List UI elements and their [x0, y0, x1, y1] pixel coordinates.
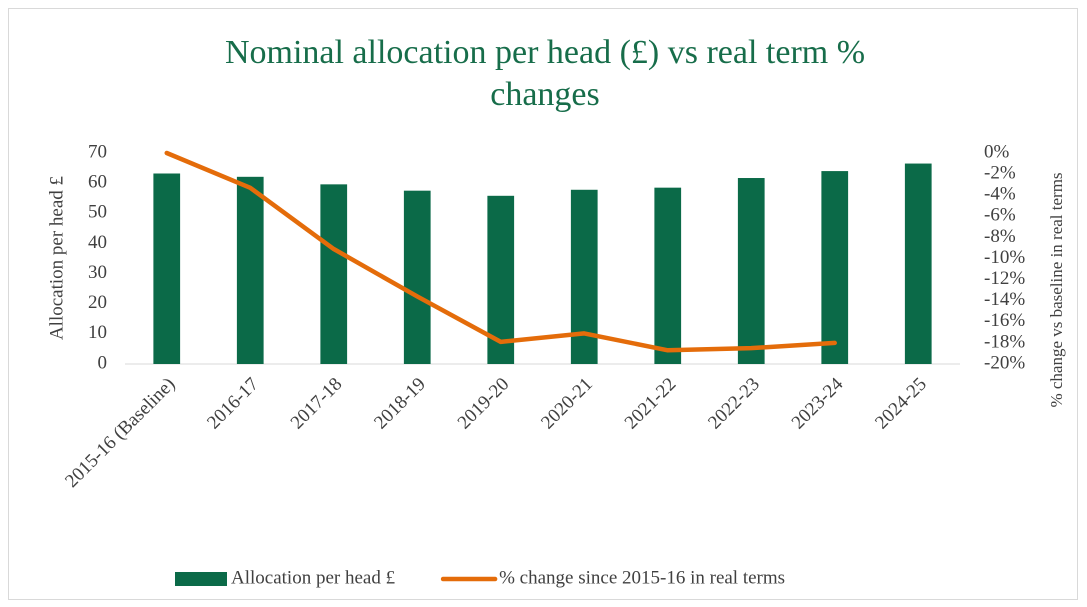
bar	[654, 187, 682, 364]
y2-tick-label: -20%	[984, 352, 1025, 373]
bar	[821, 171, 849, 364]
x-tick-label: 2016-17	[203, 374, 263, 434]
y-tick-label: 30	[88, 262, 107, 283]
y2-tick-label: -8%	[984, 226, 1016, 247]
x-tick-label: 2019-20	[454, 374, 514, 434]
x-tick-label: 2015-16 (Baseline)	[61, 374, 179, 492]
legend-swatch	[175, 572, 227, 586]
bar	[236, 176, 264, 364]
bar	[153, 173, 181, 364]
y2-tick-label: -16%	[984, 310, 1025, 331]
line	[164, 150, 837, 353]
y2-tick-label: -4%	[984, 184, 1016, 205]
chart-title: Nominal allocation per head (£) vs real …	[224, 34, 866, 113]
y2-axis-label: % change vs baseline in real terms	[1047, 172, 1066, 407]
legend-label: % change since 2015-16 in real terms	[499, 567, 785, 588]
y2-tick-label: -12%	[984, 268, 1025, 289]
x-tick-label: 2024-25	[871, 374, 931, 434]
y-tick-label: 70	[88, 141, 107, 162]
chart-frame	[8, 8, 1078, 600]
y2-tick-label: -14%	[984, 289, 1025, 310]
y-tick-label: 10	[88, 322, 107, 343]
legend-label: Allocation per head £	[231, 567, 395, 588]
y2-tick-label: -10%	[984, 247, 1025, 268]
bar	[403, 190, 431, 364]
x-tick-label: 2022-23	[704, 374, 764, 434]
y2-tick-label: -18%	[984, 331, 1025, 352]
y2-tick-label: -2%	[984, 162, 1016, 183]
bar	[570, 189, 598, 364]
x-tick-label: 2021-22	[621, 374, 681, 434]
y2-tick-label: -6%	[984, 205, 1016, 226]
bar	[737, 178, 765, 364]
y-tick-label: 50	[88, 202, 107, 223]
y-tick-label: 0	[98, 352, 108, 373]
bar	[320, 184, 348, 364]
x-tick-label: 2020-21	[537, 374, 597, 434]
x-tick-label: 2017-18	[287, 374, 347, 434]
y-tick-label: 60	[88, 172, 107, 193]
y-axis-label: Allocation per head £	[46, 176, 67, 340]
y-tick-label: 20	[88, 292, 107, 313]
y-tick-label: 40	[88, 232, 107, 253]
y2-tick-label: 0%	[984, 141, 1010, 162]
x-tick-label: 2018-19	[370, 374, 430, 434]
bar	[904, 163, 932, 364]
x-tick-label: 2023-24	[788, 373, 848, 433]
